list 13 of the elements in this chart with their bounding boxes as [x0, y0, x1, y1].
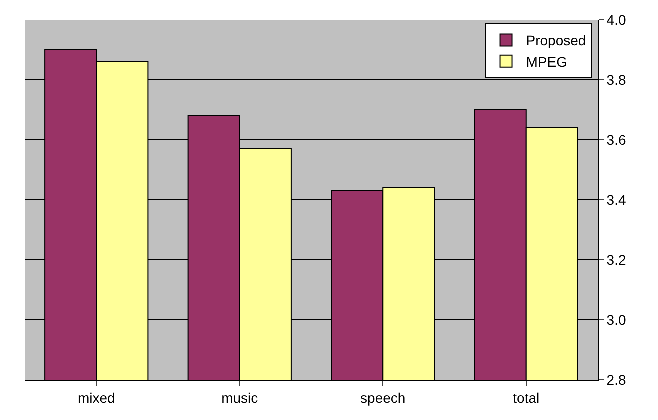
y-tick-label: 2.8	[606, 372, 626, 388]
y-tick-label: 3.4	[606, 192, 626, 208]
legend-label: Proposed	[526, 32, 586, 49]
y-tick-label: 3.8	[606, 72, 626, 88]
y-tick-label: 3.2	[606, 252, 626, 268]
legend-label: MPEG	[526, 54, 568, 70]
x-tick-label: mixed	[78, 390, 116, 406]
y-tick-label: 3.0	[606, 312, 626, 328]
y-tick-label: 4.0	[606, 12, 626, 28]
x-tick-label: speech	[360, 390, 406, 406]
x-tick-label: total	[513, 390, 540, 406]
x-tick-label: music	[222, 390, 258, 406]
y-tick-label: 3.6	[606, 132, 626, 148]
